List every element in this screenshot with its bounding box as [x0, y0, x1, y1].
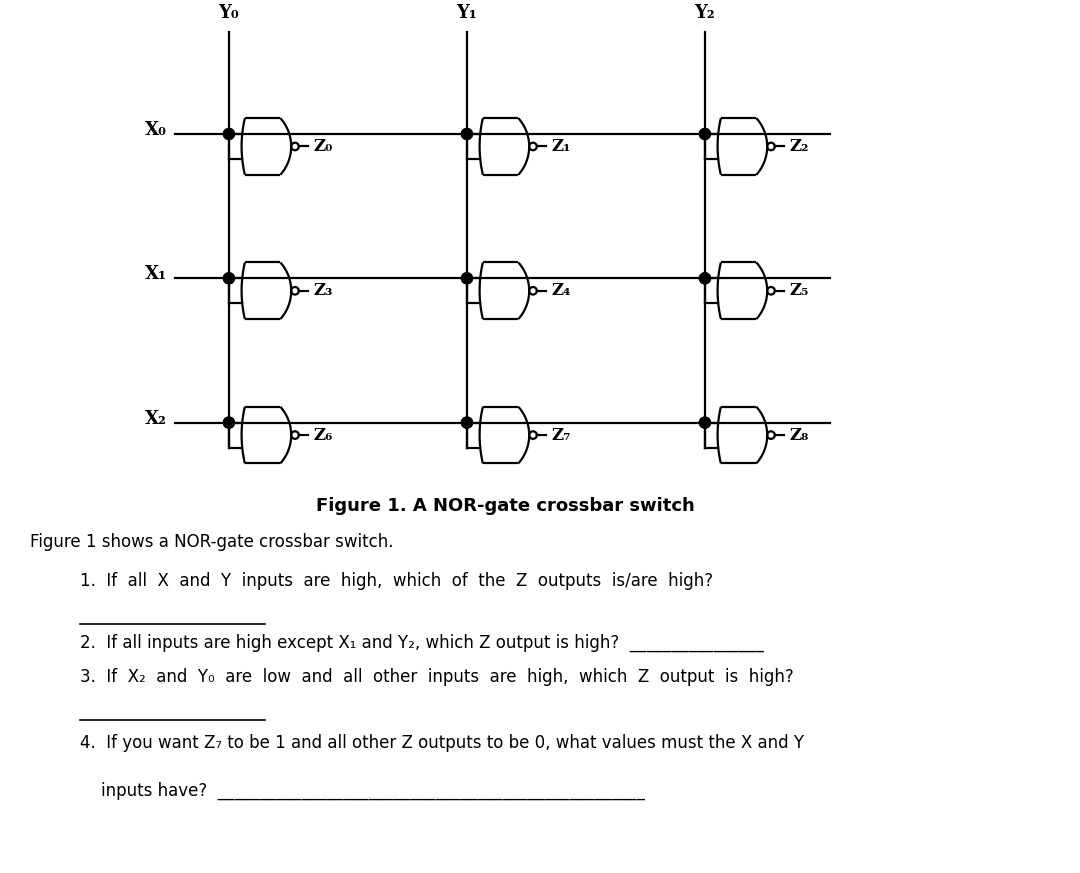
- Circle shape: [700, 128, 711, 140]
- Circle shape: [224, 417, 234, 428]
- Circle shape: [461, 273, 472, 284]
- Text: Z₀: Z₀: [313, 138, 333, 155]
- Text: Z₄: Z₄: [551, 282, 570, 299]
- Text: Figure 1. A NOR-gate crossbar switch: Figure 1. A NOR-gate crossbar switch: [315, 497, 694, 515]
- Text: Z₈: Z₈: [789, 427, 809, 443]
- Text: 2.  If all inputs are high except X₁ and Y₂, which Z output is high?  __________: 2. If all inputs are high except X₁ and …: [80, 634, 764, 652]
- Text: Z₃: Z₃: [313, 282, 333, 299]
- Circle shape: [700, 273, 711, 284]
- Text: X₂: X₂: [145, 409, 167, 428]
- Text: Z₅: Z₅: [789, 282, 809, 299]
- Text: Z₁: Z₁: [551, 138, 570, 155]
- Circle shape: [224, 128, 234, 140]
- Circle shape: [700, 128, 711, 140]
- Circle shape: [461, 273, 472, 284]
- Circle shape: [461, 417, 472, 428]
- Text: 4.  If you want Z₇ to be 1 and all other Z outputs to be 0, what values must the: 4. If you want Z₇ to be 1 and all other …: [80, 733, 804, 752]
- Circle shape: [224, 273, 234, 284]
- Text: X₀: X₀: [145, 121, 167, 139]
- Circle shape: [224, 417, 234, 428]
- Text: Z₆: Z₆: [313, 427, 333, 443]
- Circle shape: [224, 128, 234, 140]
- Circle shape: [461, 417, 472, 428]
- Text: 1.  If  all  X  and  Y  inputs  are  high,  which  of  the  Z  outputs  is/are  : 1. If all X and Y inputs are high, which…: [80, 573, 713, 590]
- Text: Z₇: Z₇: [551, 427, 571, 443]
- Circle shape: [700, 273, 711, 284]
- Circle shape: [700, 417, 711, 428]
- Text: Y₂: Y₂: [694, 4, 715, 22]
- Text: Figure 1 shows a NOR-gate crossbar switch.: Figure 1 shows a NOR-gate crossbar switc…: [30, 533, 393, 551]
- Circle shape: [461, 128, 472, 140]
- Text: Z₂: Z₂: [789, 138, 809, 155]
- Text: Y₁: Y₁: [457, 4, 477, 22]
- Text: 3.  If  X₂  and  Y₀  are  low  and  all  other  inputs  are  high,  which  Z  ou: 3. If X₂ and Y₀ are low and all other in…: [80, 668, 794, 686]
- Text: Y₀: Y₀: [218, 4, 240, 22]
- Text: X₁: X₁: [145, 265, 167, 284]
- Text: inputs have?  ___________________________________________________: inputs have? ___________________________…: [80, 781, 645, 800]
- Circle shape: [700, 417, 711, 428]
- Circle shape: [224, 273, 234, 284]
- Circle shape: [461, 128, 472, 140]
